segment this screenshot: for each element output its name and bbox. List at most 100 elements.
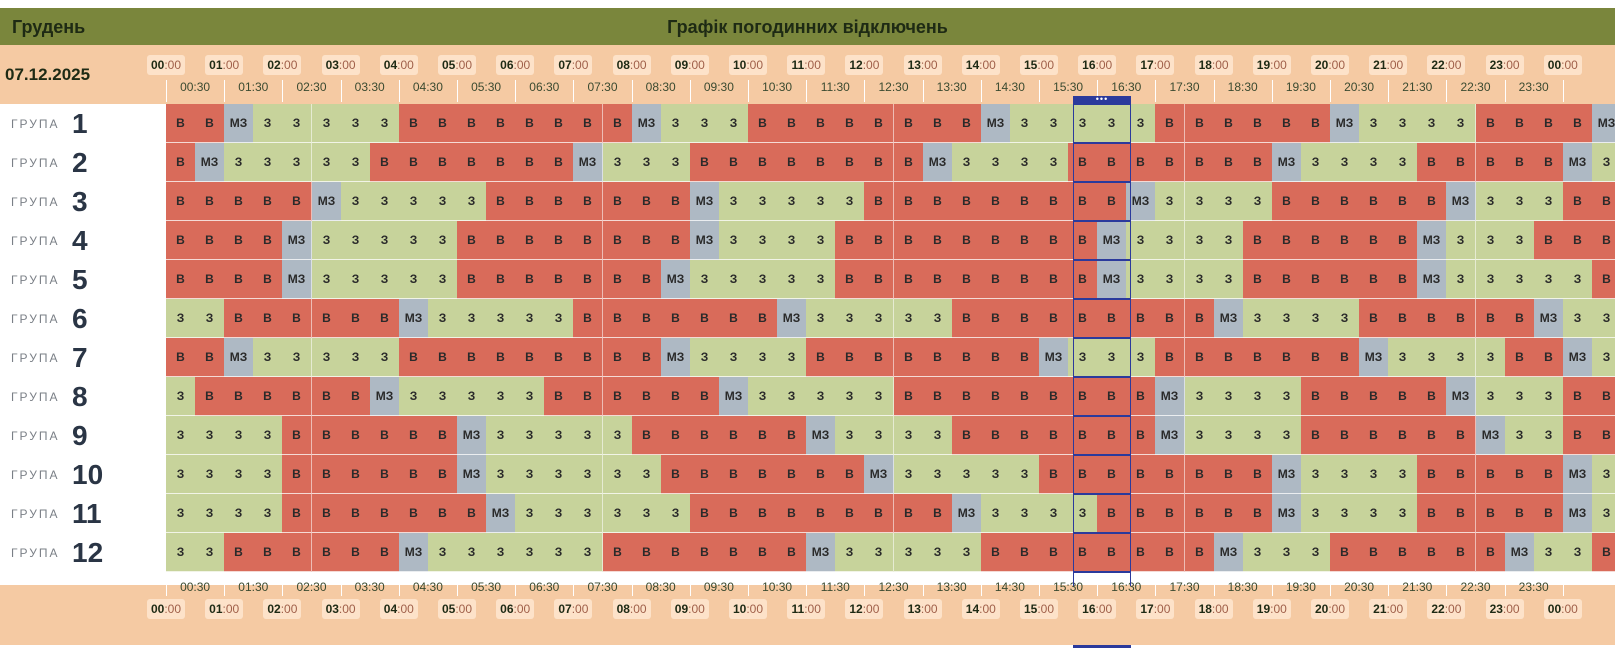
schedule-cell: МЗ: [1563, 143, 1593, 182]
schedule-cell: МЗ: [981, 104, 1011, 143]
hour-suffix: :00: [1502, 58, 1520, 72]
hour-label: 18:00: [1194, 55, 1233, 75]
schedule-cell: З: [1126, 104, 1156, 143]
schedule-cell: В: [428, 416, 458, 455]
schedule-cell: В: [923, 377, 953, 416]
schedule-cell: З: [341, 143, 371, 182]
hour-value: 05: [441, 602, 456, 616]
schedule-cell: З: [1388, 143, 1418, 182]
hour-tick: [864, 80, 865, 102]
hour-label: 05:00: [438, 55, 476, 75]
schedule-cell: З: [1563, 299, 1593, 338]
half-hour-label: 21:30: [1402, 80, 1433, 94]
schedule-cell: В: [544, 260, 574, 299]
hour-value: 06: [500, 602, 514, 616]
schedule-cell: В: [1155, 143, 1185, 182]
hour-suffix: :00: [1153, 58, 1171, 72]
schedule-cell: З: [923, 416, 953, 455]
hour-suffix: :00: [629, 58, 647, 72]
schedule-cell: В: [1010, 299, 1040, 338]
half-hour-label: 04:30: [412, 580, 443, 594]
half-hour-label: 16:30: [1111, 580, 1142, 594]
schedule-cell: В: [835, 104, 865, 143]
hour-suffix: :00: [920, 602, 938, 616]
half-hour-label: 04:30: [412, 80, 443, 94]
schedule-cell: З: [1476, 221, 1506, 260]
hour-suffix: :00: [1095, 58, 1113, 72]
hour-suffix: :00: [804, 602, 821, 616]
schedule-cell: З: [1563, 260, 1593, 299]
schedule-cell: В: [632, 533, 662, 572]
schedule-cell: З: [748, 182, 778, 221]
hour-tick: [166, 574, 167, 596]
schedule-cell: З: [1010, 455, 1040, 494]
hour-tick: [1097, 80, 1098, 102]
schedule-cell: В: [341, 494, 371, 533]
schedule-cell: В: [1534, 338, 1564, 377]
schedule-cell: В: [1243, 143, 1273, 182]
schedule-cell: З: [1214, 377, 1244, 416]
schedule-cell: В: [515, 338, 545, 377]
hour-tick: [748, 574, 749, 596]
schedule-cell: З: [573, 455, 603, 494]
schedule-cell: В: [282, 416, 312, 455]
hour-tick: [1272, 80, 1273, 102]
schedule-cell: В: [1185, 299, 1215, 338]
half-hour-label: 08:30: [645, 580, 676, 594]
schedule-cell: В: [1126, 533, 1156, 572]
schedule-cell: З: [748, 221, 778, 260]
group-row: ГРУПА 11 З З З З В В В В В В В МЗ З З З З З З В В В В В В В В В МЗ З З З…: [0, 494, 1615, 533]
hour-value: 15: [1023, 602, 1038, 616]
hour-suffix: :00: [222, 58, 240, 72]
hour-value: 02: [267, 602, 281, 616]
schedule-cell: МЗ: [1563, 455, 1593, 494]
schedule-cell: МЗ: [399, 533, 429, 572]
schedule-cell: В: [544, 182, 574, 221]
hour-value: 22: [1431, 58, 1445, 72]
hour-suffix: :00: [1444, 58, 1462, 72]
schedule-cell: З: [253, 455, 283, 494]
schedule-cell: З: [1155, 182, 1185, 221]
hour-tick: [399, 80, 400, 102]
schedule-cell: З: [603, 143, 633, 182]
schedule-cell: З: [1446, 104, 1476, 143]
hour-label: 10:00: [729, 599, 767, 619]
schedule-cell: МЗ: [690, 182, 720, 221]
hour-value: 07: [558, 602, 572, 616]
half-hour-label: 09:30: [703, 80, 734, 94]
schedule-cell: З: [486, 455, 516, 494]
schedule-cell: З: [748, 377, 778, 416]
hour-label: 15:00: [1020, 55, 1058, 75]
schedule-cell: З: [1272, 533, 1302, 572]
schedule-cell: В: [1534, 221, 1564, 260]
schedule-cell: З: [312, 143, 342, 182]
current-slot-divider: [1073, 103, 1131, 105]
schedule-cell: МЗ: [195, 143, 225, 182]
schedule-cell: З: [312, 221, 342, 260]
schedule-cell: З: [1534, 377, 1564, 416]
schedule-cell: В: [1359, 260, 1389, 299]
schedule-cell: З: [224, 494, 254, 533]
hour-tick: [1505, 80, 1506, 102]
hour-label: 14:00: [961, 55, 1000, 75]
schedule-cell: В: [399, 143, 429, 182]
schedule-cell: В: [690, 299, 720, 338]
hour-tick: [690, 574, 691, 596]
schedule-cell: З: [544, 455, 574, 494]
schedule-cell: З: [166, 533, 196, 572]
schedule-cell: З: [370, 182, 400, 221]
schedule-cell: В: [1185, 533, 1215, 572]
hour-suffix: :00: [397, 602, 414, 616]
schedule-cell: З: [1301, 494, 1331, 533]
group-label: ГРУПА 2: [0, 143, 170, 182]
schedule-cell: В: [312, 455, 342, 494]
schedule-cell: В: [1446, 455, 1476, 494]
schedule-cell: В: [195, 104, 225, 143]
schedule-cell: В: [428, 143, 458, 182]
schedule-cell: З: [806, 182, 836, 221]
hour-tick: [1446, 574, 1447, 596]
schedule-cell: З: [981, 455, 1011, 494]
schedule-cell: В: [1301, 338, 1331, 377]
hour-label: 07:00: [554, 599, 593, 619]
hour-tick: [341, 80, 342, 102]
